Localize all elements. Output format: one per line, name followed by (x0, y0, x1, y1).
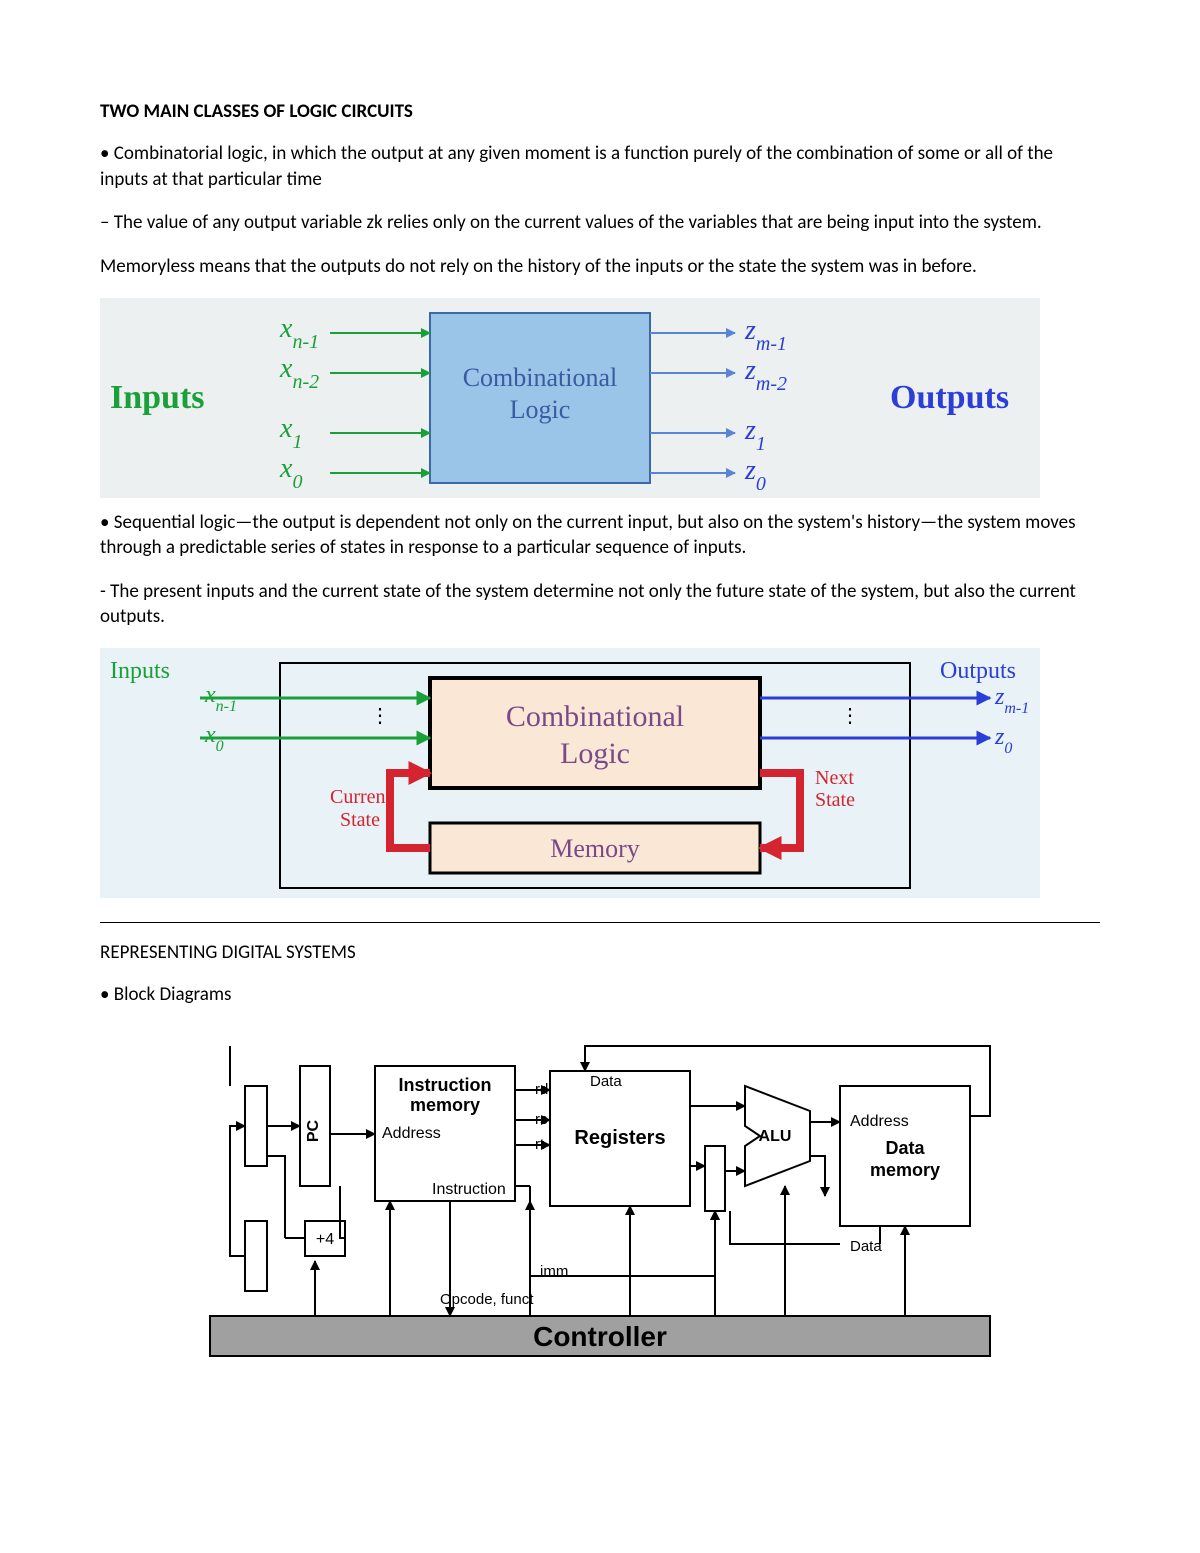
svg-text:imm: imm (540, 1263, 568, 1280)
paragraph: - The present inputs and the current sta… (100, 579, 1100, 630)
svg-text:Inputs: Inputs (110, 658, 170, 684)
svg-text:Inputs: Inputs (110, 379, 205, 416)
svg-text:⋮: ⋮ (840, 704, 860, 728)
paragraph: • Sequential logic—the output is depende… (100, 510, 1100, 561)
svg-text:Instruction: Instruction (399, 1075, 492, 1095)
svg-text:Data: Data (590, 1073, 622, 1090)
svg-text:memory: memory (410, 1095, 480, 1115)
svg-text:Instruction: Instruction (432, 1181, 506, 1198)
page-title: TWO MAIN CLASSES OF LOGIC CIRCUITS (100, 100, 1100, 123)
svg-text:Data: Data (850, 1238, 882, 1255)
paragraph: – The value of any output variable zk re… (100, 210, 1100, 236)
svg-text:Address: Address (850, 1113, 909, 1130)
svg-text:Memory: Memory (550, 834, 640, 863)
svg-text:Outputs: Outputs (940, 658, 1016, 684)
svg-text:+4: +4 (316, 1231, 334, 1248)
bullet: • Block Diagrams (100, 982, 1100, 1008)
svg-text:Combinational: Combinational (506, 700, 684, 733)
svg-text:ALU: ALU (759, 1128, 792, 1145)
svg-text:Current: Current (330, 786, 392, 808)
svg-text:Logic: Logic (560, 737, 630, 770)
svg-text:Data: Data (885, 1138, 925, 1158)
combinational-diagram: CombinationalLogicInputsOutputsxn-1xn-2x… (100, 298, 1100, 504)
block-diagram: ControllerPC+4InstructionmemoryAddressIn… (100, 1026, 1100, 1372)
svg-text:Next: Next (815, 767, 854, 789)
paragraph: • Combinatorial logic, in which the outp… (100, 141, 1100, 192)
sequential-diagram: CombinationalLogicMemoryInputsOutputsxn-… (100, 648, 1100, 904)
svg-text:PC: PC (305, 1119, 322, 1142)
paragraph: Memoryless means that the outputs do not… (100, 254, 1100, 280)
svg-text:State: State (815, 789, 855, 811)
svg-text:Logic: Logic (510, 395, 571, 424)
svg-text:memory: memory (870, 1160, 940, 1180)
svg-text:Address: Address (382, 1125, 441, 1142)
svg-text:Controller: Controller (533, 1321, 667, 1352)
svg-text:Opcode, funct: Opcode, funct (440, 1291, 534, 1308)
svg-text:Combinational: Combinational (463, 363, 618, 392)
svg-text:Outputs: Outputs (890, 379, 1009, 416)
svg-text:State: State (340, 809, 380, 831)
svg-text:Registers: Registers (574, 1127, 665, 1149)
svg-text:⋮: ⋮ (370, 704, 390, 728)
divider (100, 922, 1100, 923)
section-heading: REPRESENTING DIGITAL SYSTEMS (100, 941, 1100, 964)
